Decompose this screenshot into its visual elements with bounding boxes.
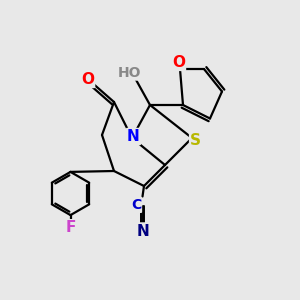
- Text: C: C: [131, 198, 141, 212]
- Text: N: N: [127, 129, 140, 144]
- Text: HO: HO: [118, 66, 141, 80]
- Text: O: O: [81, 72, 94, 87]
- Text: O: O: [172, 55, 185, 70]
- Text: F: F: [65, 220, 76, 235]
- Text: N: N: [136, 224, 149, 238]
- Text: S: S: [190, 133, 201, 148]
